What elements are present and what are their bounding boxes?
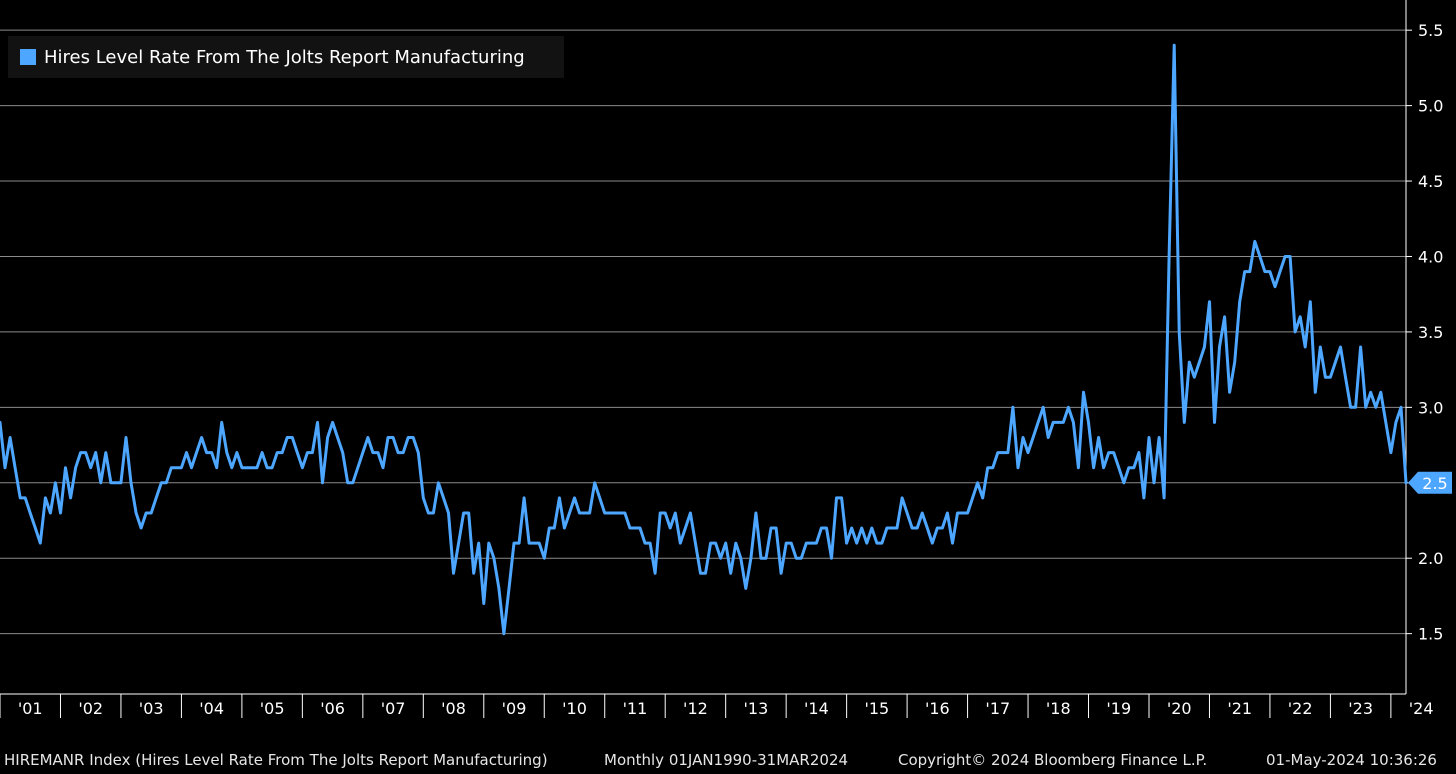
x-tick-label: '18 (1046, 699, 1071, 718)
x-tick-label: '06 (320, 699, 345, 718)
x-tick-label: '08 (441, 699, 466, 718)
y-tick-label: 3.0 (1418, 398, 1443, 417)
x-tick-label: '19 (1106, 699, 1131, 718)
y-tick-label: 2.0 (1418, 549, 1443, 568)
x-tick-label: '13 (744, 699, 769, 718)
x-tick-label: '22 (1288, 699, 1313, 718)
x-tick-label: '24 (1409, 699, 1434, 718)
footer-copyright: Copyright© 2024 Bloomberg Finance L.P. (898, 751, 1208, 769)
series-layer (0, 43, 1408, 636)
y-axis: 1.52.02.53.03.54.04.55.05.5 (1405, 0, 1443, 694)
y-tick-label: 5.0 (1418, 97, 1443, 116)
x-tick-label: '04 (199, 699, 224, 718)
last-value-badge (1408, 471, 1452, 494)
y-tick-label: 5.5 (1418, 21, 1443, 40)
legend-swatch (20, 49, 36, 65)
footer-range: Monthly 01JAN1990-31MAR2024 (604, 751, 849, 769)
footer: HIREMANR Index (Hires Level Rate From Th… (0, 748, 1456, 774)
x-tick-label: '20 (1167, 699, 1192, 718)
x-tick-label: '05 (260, 699, 285, 718)
x-tick-label: '07 (381, 699, 406, 718)
x-tick-label: '11 (623, 699, 648, 718)
footer-timestamp: 01-May-2024 10:36:26 (1266, 751, 1437, 769)
last-value-marker: 2.5 (1408, 471, 1452, 494)
x-tick-label: '02 (78, 699, 103, 718)
x-tick-label: '15 (864, 699, 889, 718)
y-tick-label: 4.5 (1418, 172, 1443, 191)
series-line (0, 43, 1408, 636)
y-tick-label: 1.5 (1418, 625, 1443, 644)
chart-plot: '01 '02 '03 '04 '05 '06 '07 '08 '09 '10 '11 '12 '13 '… (0, 0, 1452, 718)
x-tick-label: '12 (683, 699, 708, 718)
y-tick-label: 4.0 (1418, 247, 1443, 266)
x-tick-label: '21 (1227, 699, 1252, 718)
legend: Hires Level Rate From The Jolts Report M… (8, 36, 564, 78)
x-tick-label: '14 (804, 699, 829, 718)
footer-description: HIREMANR Index (Hires Level Rate From Th… (4, 751, 548, 769)
x-tick-label: '23 (1348, 699, 1373, 718)
x-tick-label: '16 (925, 699, 950, 718)
x-tick-label: '03 (139, 699, 164, 718)
x-tick-label: '09 (502, 699, 527, 718)
x-tick-label: '17 (985, 699, 1010, 718)
x-axis: '01 '02 '03 '04 '05 '06 '07 '08 '09 '10 '11 '12 '13 '… (0, 693, 1434, 718)
last-value-label: 2.5 (1422, 474, 1447, 493)
grid-lines (0, 29, 1406, 635)
x-tick-label: '01 (18, 699, 43, 718)
legend-label: Hires Level Rate From The Jolts Report M… (44, 46, 525, 68)
x-tick-label: '10 (562, 699, 587, 718)
y-tick-label: 3.5 (1418, 323, 1443, 342)
